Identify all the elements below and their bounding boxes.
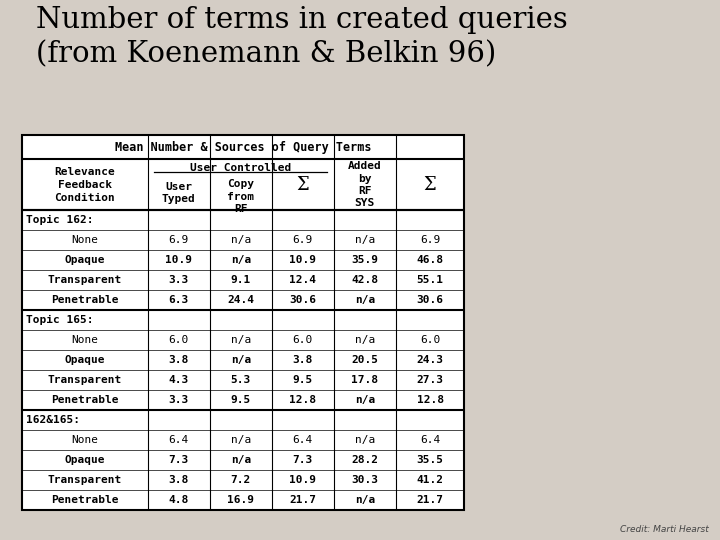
Text: Opaque: Opaque (65, 455, 105, 465)
Text: User Controlled: User Controlled (190, 163, 292, 173)
Text: n/a: n/a (355, 295, 375, 305)
Text: n/a: n/a (355, 495, 375, 505)
Text: 12.8: 12.8 (289, 395, 316, 405)
Text: Penetrable: Penetrable (51, 495, 119, 505)
Text: 17.8: 17.8 (351, 375, 378, 385)
Text: 6.4: 6.4 (420, 435, 440, 445)
Text: n/a: n/a (355, 435, 375, 445)
Text: Topic 165:: Topic 165: (26, 315, 94, 325)
Text: Mean Number & Sources of Query Terms: Mean Number & Sources of Query Terms (114, 141, 372, 154)
Text: n/a: n/a (230, 335, 251, 345)
Text: 6.9: 6.9 (168, 235, 189, 245)
Text: 30.6: 30.6 (289, 295, 316, 305)
Text: n/a: n/a (230, 435, 251, 445)
Text: 10.9: 10.9 (166, 255, 192, 265)
Text: Relevance
Feedback
Condition: Relevance Feedback Condition (54, 166, 115, 203)
Text: 4.8: 4.8 (168, 495, 189, 505)
Text: Transparent: Transparent (48, 475, 122, 485)
Text: 46.8: 46.8 (417, 255, 444, 265)
Text: Added
by
RF
SYS: Added by RF SYS (348, 161, 382, 208)
Text: Σ: Σ (423, 176, 436, 194)
Text: 9.5: 9.5 (230, 395, 251, 405)
Text: 6.0: 6.0 (420, 335, 440, 345)
Text: 3.8: 3.8 (168, 475, 189, 485)
Text: Σ: Σ (297, 176, 309, 194)
Text: Penetrable: Penetrable (51, 395, 119, 405)
Text: 28.2: 28.2 (351, 455, 378, 465)
Text: 162&165:: 162&165: (26, 415, 80, 425)
Text: Transparent: Transparent (48, 275, 122, 285)
Text: 10.9: 10.9 (289, 475, 316, 485)
Text: Number of terms in created queries
(from Koenemann & Belkin 96): Number of terms in created queries (from… (36, 6, 568, 69)
Text: 6.0: 6.0 (292, 335, 313, 345)
Text: 9.5: 9.5 (292, 375, 313, 385)
Text: 10.9: 10.9 (289, 255, 316, 265)
Text: Topic 162:: Topic 162: (26, 215, 94, 225)
Text: 24.4: 24.4 (228, 295, 254, 305)
Text: 6.9: 6.9 (420, 235, 440, 245)
Text: None: None (71, 435, 98, 445)
Text: 3.3: 3.3 (168, 275, 189, 285)
Text: None: None (71, 335, 98, 345)
Text: 35.5: 35.5 (417, 455, 444, 465)
Text: 4.3: 4.3 (168, 375, 189, 385)
Text: n/a: n/a (230, 255, 251, 265)
Text: 6.9: 6.9 (292, 235, 313, 245)
Text: 12.8: 12.8 (417, 395, 444, 405)
Text: Credit: Marti Hearst: Credit: Marti Hearst (621, 524, 709, 534)
Text: 7.3: 7.3 (168, 455, 189, 465)
Text: n/a: n/a (230, 455, 251, 465)
Text: 16.9: 16.9 (228, 495, 254, 505)
Text: 27.3: 27.3 (417, 375, 444, 385)
Text: n/a: n/a (230, 235, 251, 245)
Text: 3.3: 3.3 (168, 395, 189, 405)
Text: Copy
from
RF: Copy from RF (228, 179, 254, 214)
Text: 3.8: 3.8 (292, 355, 313, 365)
Text: User
Typed: User Typed (162, 181, 196, 204)
Text: 24.3: 24.3 (417, 355, 444, 365)
Text: n/a: n/a (355, 235, 375, 245)
Text: Opaque: Opaque (65, 355, 105, 365)
Text: 6.4: 6.4 (168, 435, 189, 445)
Text: 7.2: 7.2 (230, 475, 251, 485)
Text: 55.1: 55.1 (417, 275, 444, 285)
Text: 12.4: 12.4 (289, 275, 316, 285)
Text: 21.7: 21.7 (289, 495, 316, 505)
Text: 30.6: 30.6 (417, 295, 444, 305)
Text: 9.1: 9.1 (230, 275, 251, 285)
Text: None: None (71, 235, 98, 245)
Text: 6.4: 6.4 (292, 435, 313, 445)
Text: 42.8: 42.8 (351, 275, 378, 285)
Text: 3.8: 3.8 (168, 355, 189, 365)
Text: Transparent: Transparent (48, 375, 122, 385)
Text: 30.3: 30.3 (351, 475, 378, 485)
Text: 6.0: 6.0 (168, 335, 189, 345)
Text: 20.5: 20.5 (351, 355, 378, 365)
Text: 7.3: 7.3 (292, 455, 313, 465)
Text: 21.7: 21.7 (417, 495, 444, 505)
Text: Penetrable: Penetrable (51, 295, 119, 305)
Text: n/a: n/a (355, 395, 375, 405)
Text: 35.9: 35.9 (351, 255, 378, 265)
Text: 41.2: 41.2 (417, 475, 444, 485)
Text: n/a: n/a (230, 355, 251, 365)
Text: n/a: n/a (355, 335, 375, 345)
Text: 5.3: 5.3 (230, 375, 251, 385)
Text: Opaque: Opaque (65, 255, 105, 265)
Text: 6.3: 6.3 (168, 295, 189, 305)
